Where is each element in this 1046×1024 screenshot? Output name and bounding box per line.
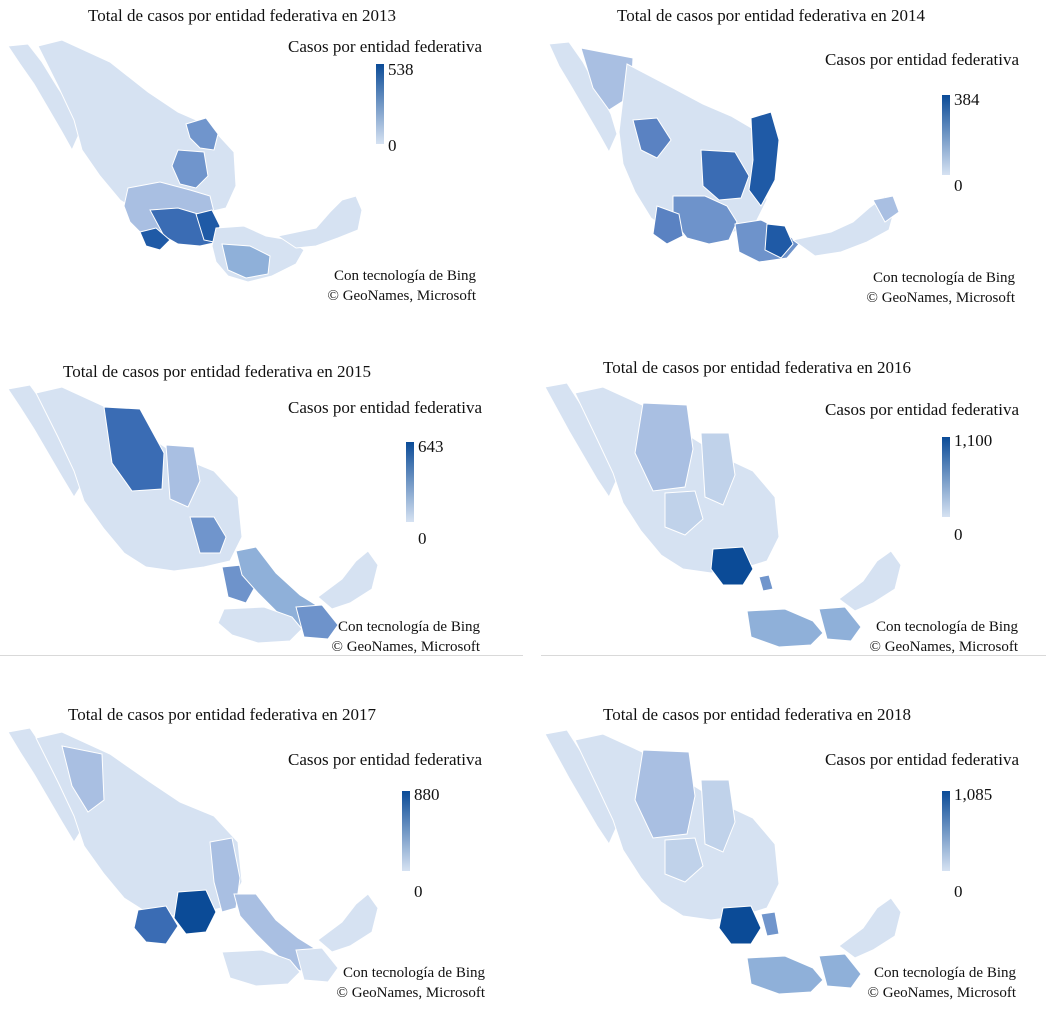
legend-min: 0 — [388, 136, 397, 155]
credit-line-geonames: © GeoNames, Microsoft — [336, 985, 485, 1001]
legend-title: Casos por entidad federativa — [288, 398, 483, 417]
map-title: Total de casos por entidad federativa en… — [88, 6, 397, 25]
legend-title: Casos por entidad federativa — [288, 750, 483, 769]
legend-title: Casos por entidad federativa — [825, 750, 1020, 769]
map-title: Total de casos por entidad federativa en… — [63, 362, 372, 381]
legend-min: 0 — [954, 882, 963, 901]
map-credit: Con tecnología de Bing © GeoNames, Micro… — [332, 617, 480, 657]
legend-color-scale — [942, 95, 950, 175]
credit-line-bing: Con tecnología de Bing — [875, 619, 1018, 635]
legend-min: 0 — [414, 882, 423, 901]
state-regions — [548, 41, 900, 263]
panel-divider — [0, 655, 523, 656]
legend-min: 0 — [418, 529, 427, 548]
map-panel-2015: Total de casos por entidad federativa en… — [0, 341, 523, 682]
credit-line-bing: Con tecnología de Bing — [337, 619, 480, 635]
legend-title: Casos por entidad federativa — [288, 37, 483, 56]
credit-line-bing: Con tecnología de Bing — [333, 268, 476, 284]
state-regions — [7, 727, 379, 987]
mexico-map — [548, 41, 900, 263]
mexico-map — [7, 384, 379, 644]
map-credit: Con tecnología de Bing © GeoNames, Micro… — [867, 268, 1015, 308]
map-credit: Con tecnología de Bing © GeoNames, Micro… — [328, 266, 476, 306]
map-title: Total de casos por entidad federativa en… — [603, 705, 912, 724]
legend-max: 880 — [414, 785, 440, 804]
legend-color-scale — [406, 442, 414, 522]
credit-line-bing: Con tecnología de Bing — [873, 965, 1016, 981]
map-title: Total de casos por entidad federativa en… — [603, 358, 912, 377]
legend-max: 1,085 — [954, 785, 993, 804]
legend-max: 538 — [388, 60, 414, 79]
legend-max: 384 — [954, 90, 980, 109]
legend-color-scale — [402, 791, 410, 871]
state-regions — [7, 384, 379, 644]
legend-max: 643 — [418, 437, 444, 456]
state-regions — [7, 39, 363, 283]
map-credit: Con tecnología de Bing © GeoNames, Micro… — [870, 617, 1018, 657]
legend-color-scale — [376, 64, 384, 144]
map-title: Total de casos por entidad federativa en… — [68, 705, 377, 724]
mexico-map — [544, 382, 902, 648]
panel-divider — [541, 655, 1046, 656]
map-panel-2014: Total de casos por entidad federativa en… — [523, 0, 1046, 341]
credit-line-geonames: © GeoNames, Microsoft — [867, 985, 1016, 1001]
legend-title: Casos por entidad federativa — [825, 50, 1020, 69]
credit-line-geonames: © GeoNames, Microsoft — [331, 639, 480, 655]
legend-title: Casos por entidad federativa — [825, 400, 1020, 419]
state-regions — [544, 382, 902, 648]
legend-color-scale — [942, 791, 950, 871]
map-panel-2017: Total de casos por entidad federativa en… — [0, 682, 523, 1023]
credit-line-geonames: © GeoNames, Microsoft — [327, 288, 476, 304]
map-panel-2013: Total de casos por entidad federativa en… — [0, 0, 523, 341]
state-regions — [544, 729, 902, 995]
map-credit: Con tecnología de Bing © GeoNames, Micro… — [868, 963, 1016, 1003]
map-title: Total de casos por entidad federativa en… — [617, 6, 926, 25]
legend-color-scale — [942, 437, 950, 517]
mexico-map — [7, 727, 379, 987]
credit-line-bing: Con tecnología de Bing — [872, 270, 1015, 286]
legend-min: 0 — [954, 176, 963, 195]
map-panel-2018: Total de casos por entidad federativa en… — [523, 682, 1046, 1023]
legend-min: 0 — [954, 525, 963, 544]
map-credit: Con tecnología de Bing © GeoNames, Micro… — [337, 963, 485, 1003]
legend-max: 1,100 — [954, 431, 993, 450]
mexico-map — [544, 729, 902, 995]
credit-line-geonames: © GeoNames, Microsoft — [866, 290, 1015, 306]
mexico-map — [7, 39, 363, 283]
credit-line-bing: Con tecnología de Bing — [342, 965, 485, 981]
credit-line-geonames: © GeoNames, Microsoft — [869, 639, 1018, 655]
map-panel-2016: Total de casos por entidad federativa en… — [523, 341, 1046, 682]
